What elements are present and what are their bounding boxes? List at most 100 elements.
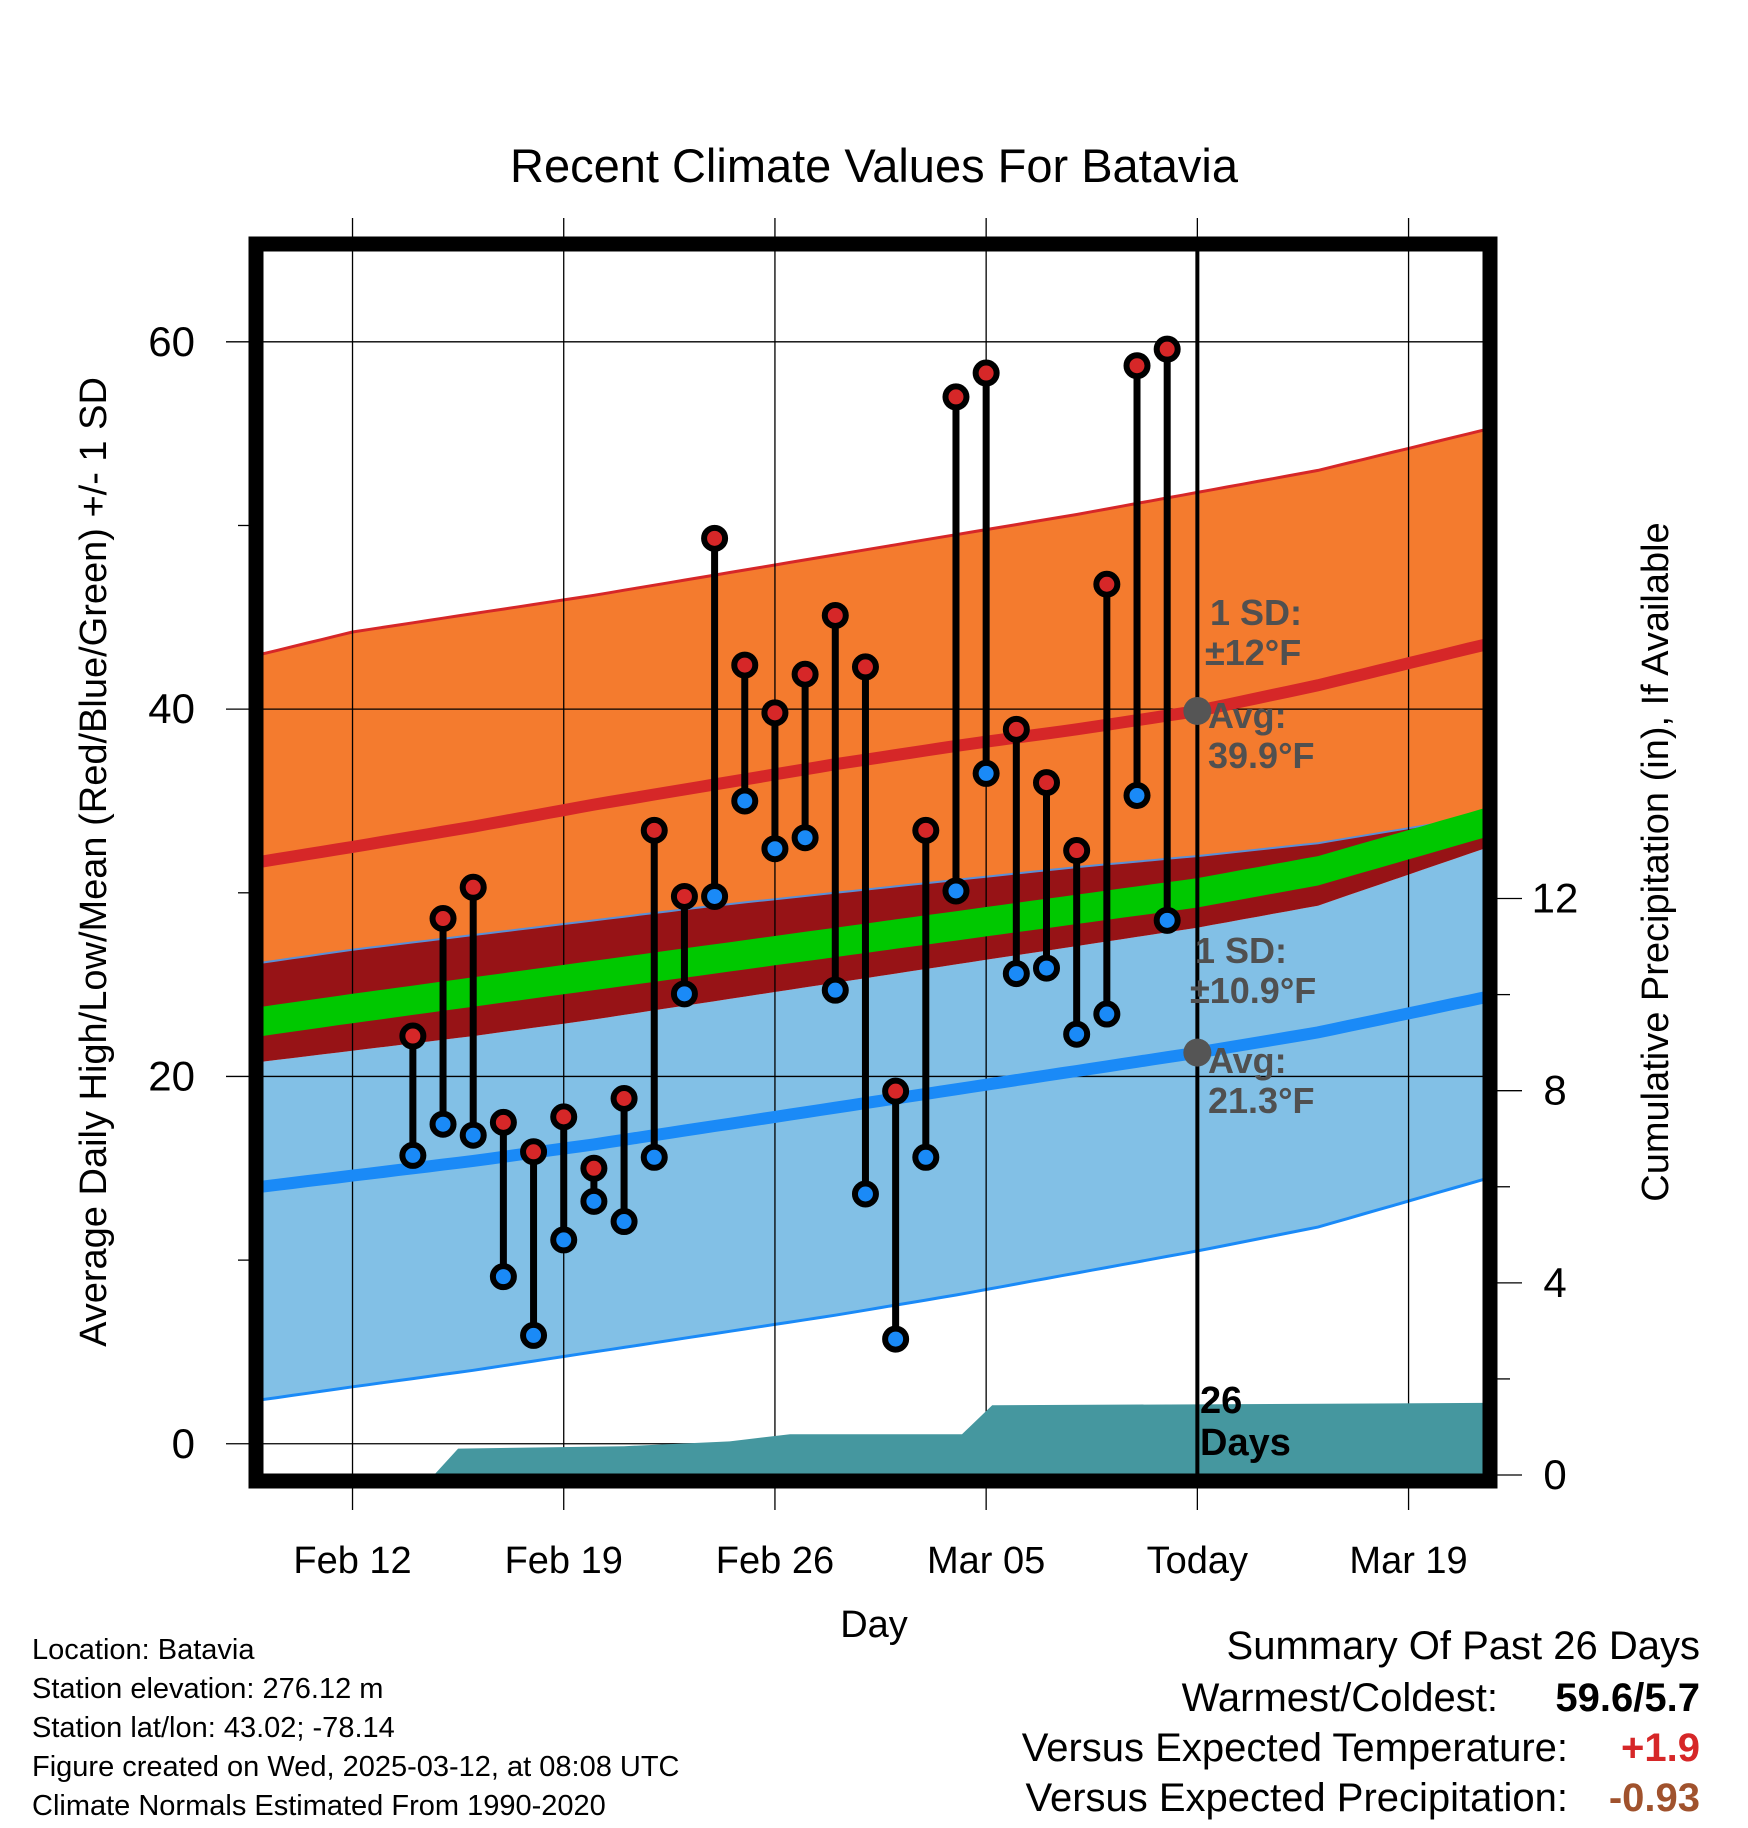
high-point-21: [1032, 769, 1060, 797]
high-point-13: [791, 660, 819, 688]
high-point-17: [912, 816, 940, 844]
x-tick-label-3: Mar 05: [927, 1540, 1045, 1582]
low-point-12: [761, 835, 789, 863]
precip-label: Versus Expected Precipitation:: [1025, 1776, 1568, 1820]
low-point-25: [1153, 906, 1181, 934]
high-point-15: [851, 653, 879, 681]
low-point-18: [942, 877, 970, 905]
high-upper-line: [262, 428, 1484, 656]
low-point-5: [550, 1226, 578, 1254]
high-avg-value: 39.9°F: [1208, 735, 1314, 776]
high-lower-line: [262, 814, 1484, 964]
low-point-21: [1032, 954, 1060, 982]
high-point-18: [942, 383, 970, 411]
low-point-20: [1002, 960, 1030, 988]
high-point-24: [1123, 352, 1151, 380]
y2-axis-label: Cumulative Precipitation (in), If Availa…: [1635, 522, 1677, 1201]
low-point-7: [610, 1208, 638, 1236]
low-point-22: [1063, 1020, 1091, 1048]
y-tick-label-0: 0: [172, 1420, 195, 1467]
low-point-15: [851, 1180, 879, 1208]
high-point-8: [640, 816, 668, 844]
low-point-19: [972, 759, 1000, 787]
high-point-23: [1093, 570, 1121, 598]
y-tick-label-1: 20: [148, 1052, 195, 1099]
low-point-11: [731, 787, 759, 815]
high-point-1: [429, 905, 457, 933]
low-point-16: [882, 1325, 910, 1353]
low-sd-band: [262, 848, 1484, 1400]
x-axis-label: Day: [840, 1604, 908, 1646]
high-mean-line: [262, 639, 1484, 868]
high-point-12: [761, 699, 789, 727]
low-point-3: [489, 1263, 517, 1291]
high-point-0: [399, 1022, 427, 1050]
x-tick-label-4: Today: [1147, 1540, 1248, 1582]
plot-frame: [248, 236, 1498, 1489]
high-point-9: [670, 882, 698, 910]
warmest-value: 59.6/5.7: [1555, 1676, 1700, 1720]
y-tick-label-3: 60: [148, 318, 195, 365]
warmest-label: Warmest/Coldest:: [1181, 1676, 1498, 1720]
low-point-14: [821, 976, 849, 1004]
created-text: Figure created on Wed, 2025-03-12, at 08…: [32, 1751, 680, 1783]
x-tick-label-2: Feb 26: [716, 1540, 834, 1582]
y-axis-label: Average Daily High/Low/Mean (Red/Blue/Gr…: [73, 377, 115, 1347]
high-point-14: [821, 601, 849, 629]
high-sd-label: 1 SD:: [1210, 592, 1302, 633]
high-point-10: [701, 524, 729, 552]
days-count: 26: [1200, 1380, 1242, 1422]
y2-tick-label-1: 4: [1543, 1259, 1566, 1306]
high-point-16: [882, 1077, 910, 1105]
y2-tick-label-0: 0: [1543, 1451, 1566, 1498]
low-point-1: [429, 1110, 457, 1138]
high-point-20: [1002, 715, 1030, 743]
location-text: Location: Batavia: [32, 1634, 255, 1666]
low-point-6: [580, 1187, 608, 1215]
mean-line: [262, 808, 1484, 1037]
high-point-2: [459, 873, 487, 901]
today-avg-high-point: [1183, 696, 1212, 725]
low-mean-line: [262, 991, 1484, 1193]
days-label: Days: [1200, 1422, 1291, 1464]
normals-text: Climate Normals Estimated From 1990-2020: [32, 1790, 606, 1822]
high-point-5: [550, 1103, 578, 1131]
high-avg-label: Avg:: [1208, 695, 1287, 736]
x-tick-label-5: Mar 19: [1349, 1540, 1467, 1582]
x-tick-label-0: Feb 12: [293, 1540, 411, 1582]
high-sd-value: ±12°F: [1205, 632, 1301, 673]
today-avg-low-point: [1183, 1038, 1212, 1067]
elevation-text: Station elevation: 276.12 m: [32, 1673, 384, 1705]
precip-area: [262, 1402, 1484, 1475]
high-point-11: [731, 651, 759, 679]
high-point-6: [580, 1154, 608, 1182]
low-point-8: [640, 1143, 668, 1171]
low-point-17: [912, 1143, 940, 1171]
temp-value: +1.9: [1621, 1726, 1700, 1770]
high-point-7: [610, 1085, 638, 1113]
low-point-4: [520, 1321, 548, 1349]
low-lower-line: [262, 1177, 1484, 1402]
summary-title: Summary Of Past 26 Days: [1226, 1624, 1700, 1668]
low-point-10: [701, 882, 729, 910]
y2-tick-label-3: 12: [1532, 875, 1579, 922]
precip-value: -0.93: [1608, 1776, 1700, 1820]
chart-title: Recent Climate Values For Batavia: [510, 139, 1239, 192]
high-point-25: [1153, 335, 1181, 363]
temp-label: Versus Expected Temperature:: [1021, 1726, 1568, 1770]
y2-tick-label-2: 8: [1543, 1067, 1566, 1114]
latlon-text: Station lat/lon: 43.02; -78.14: [32, 1712, 395, 1744]
high-point-3: [489, 1108, 517, 1136]
low-point-2: [459, 1121, 487, 1149]
low-point-24: [1123, 781, 1151, 809]
low-point-9: [670, 980, 698, 1008]
low-avg-value: 21.3°F: [1208, 1080, 1314, 1121]
low-sd-label: 1 SD:: [1195, 930, 1287, 971]
high-sd-band: [262, 430, 1484, 963]
high-point-22: [1063, 837, 1091, 865]
high-point-19: [972, 359, 1000, 387]
low-sd-value: ±10.9°F: [1190, 970, 1316, 1011]
y-tick-label-2: 40: [148, 685, 195, 732]
low-point-0: [399, 1141, 427, 1169]
